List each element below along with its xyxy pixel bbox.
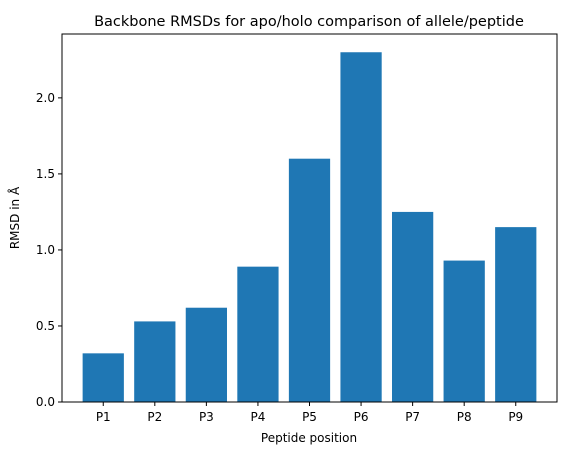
bars-layer [82,52,537,403]
x-axis-label: Peptide position [261,431,357,445]
bar-p7 [392,211,434,402]
bar-p4 [237,266,279,402]
x-tick-label-p7: P7 [405,410,420,424]
y-tick-label: 1.0 [36,243,55,257]
bar-p3 [185,307,227,402]
bar-p2 [134,321,176,402]
y-tick-label: 2.0 [36,91,55,105]
x-tick-label-p8: P8 [457,410,472,424]
y-axis-label: RMSD in Å [7,186,22,249]
y-tick-label: 0.0 [36,395,55,409]
chart-title: Backbone RMSDs for apo/holo comparison o… [94,14,524,30]
x-tick-label-p2: P2 [147,410,162,424]
y-tick-label: 1.5 [36,167,55,181]
x-axis-ticks: P1 P2 P3 P4 P5 P6 P7 P8 P9 [96,402,523,424]
x-tick-label-p9: P9 [508,410,523,424]
bar-p6 [340,52,382,403]
plot-frame [61,33,558,403]
bar-p8 [443,260,485,402]
bar-p1 [82,353,124,402]
y-tick-label: 0.5 [36,319,55,333]
x-tick-label-p3: P3 [199,410,214,424]
x-tick-label-p5: P5 [302,410,317,424]
bar-p5 [288,158,331,402]
bar-p9 [495,227,537,402]
x-tick-label-p4: P4 [251,410,266,424]
x-tick-label-p6: P6 [354,410,369,424]
y-axis-ticks: 0.0 0.5 1.0 1.5 2.0 [36,91,62,409]
x-tick-label-p1: P1 [96,410,111,424]
